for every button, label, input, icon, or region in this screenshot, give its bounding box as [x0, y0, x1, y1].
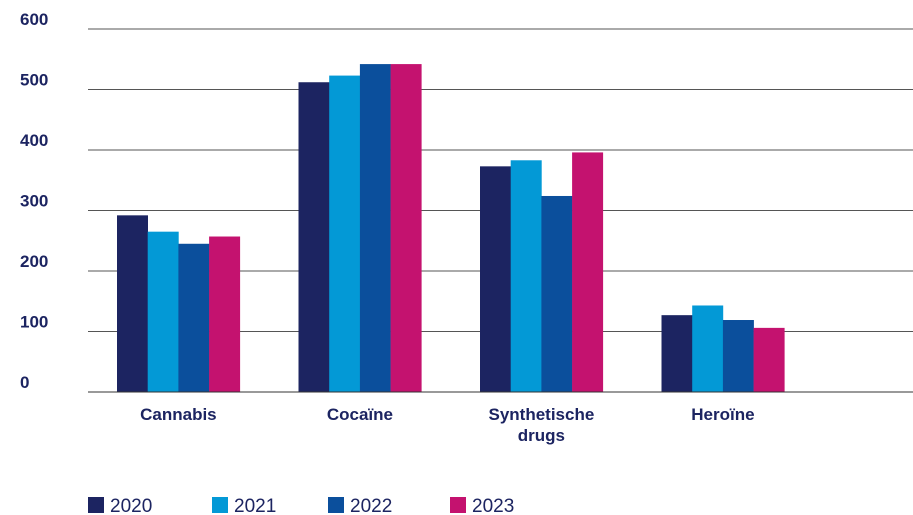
category-label-line: Synthetische — [488, 405, 594, 424]
legend: 2020 2021 2022 2023 — [88, 496, 514, 515]
bar-2022-1 — [178, 243, 210, 392]
bar-2021-3 — [510, 160, 542, 392]
bar-2021-2 — [329, 75, 361, 393]
y-tick-label-300: 300 — [20, 192, 48, 211]
y-tick-label-400: 400 — [20, 131, 48, 150]
y-tick-label-600: 600 — [20, 10, 48, 29]
bar-2023-3 — [572, 152, 604, 392]
bar-2023-2 — [390, 64, 422, 392]
y-axis-ticks: 0 100 200 300 400 500 600 — [20, 10, 48, 392]
y-tick-label-0: 0 — [20, 373, 29, 392]
legend-label-2023: 2023 — [472, 496, 514, 515]
bar-2023-4 — [753, 327, 785, 392]
category-label-line: drugs — [518, 426, 565, 445]
legend-swatch-2020 — [88, 497, 104, 513]
legend-label-2022: 2022 — [350, 496, 392, 515]
bar-2023-1 — [209, 236, 241, 392]
legend-swatch-2022 — [328, 497, 344, 513]
category-label-1: Cannabis — [140, 405, 217, 424]
legend-label-2020: 2020 — [110, 496, 152, 515]
legend-item-2021: 2021 — [212, 496, 276, 515]
bar-2022-3 — [541, 195, 573, 392]
y-tick-label-100: 100 — [20, 313, 48, 332]
category-label-line: Cocaïne — [327, 405, 393, 424]
category-labels: Cannabis Cocaïne Synthetische drugs Heroïne — [140, 405, 754, 445]
bar-2021-1 — [147, 231, 179, 392]
category-label-4: Heroïne — [691, 405, 754, 424]
bar-2022-4 — [722, 320, 754, 392]
y-tick-label-500: 500 — [20, 71, 48, 90]
category-label-3: Synthetische drugs — [488, 405, 594, 445]
category-label-line: Heroïne — [691, 405, 754, 424]
bar-2022-2 — [359, 64, 391, 392]
category-label-2: Cocaïne — [327, 405, 393, 424]
legend-swatch-2023 — [450, 497, 466, 513]
bar-2021-4 — [692, 305, 724, 392]
legend-swatch-2021 — [212, 497, 228, 513]
legend-item-2023: 2023 — [450, 496, 514, 515]
category-label-line: Cannabis — [140, 405, 217, 424]
bar-2020-1 — [117, 215, 148, 392]
legend-item-2022: 2022 — [328, 496, 392, 515]
y-tick-label-200: 200 — [20, 252, 48, 271]
legend-item-2020: 2020 — [88, 496, 152, 515]
legend-label-2021: 2021 — [234, 496, 276, 515]
bars — [117, 64, 785, 393]
bar-2020-4 — [661, 315, 693, 392]
bar-2020-2 — [298, 82, 330, 393]
bar-2020-3 — [480, 166, 511, 392]
